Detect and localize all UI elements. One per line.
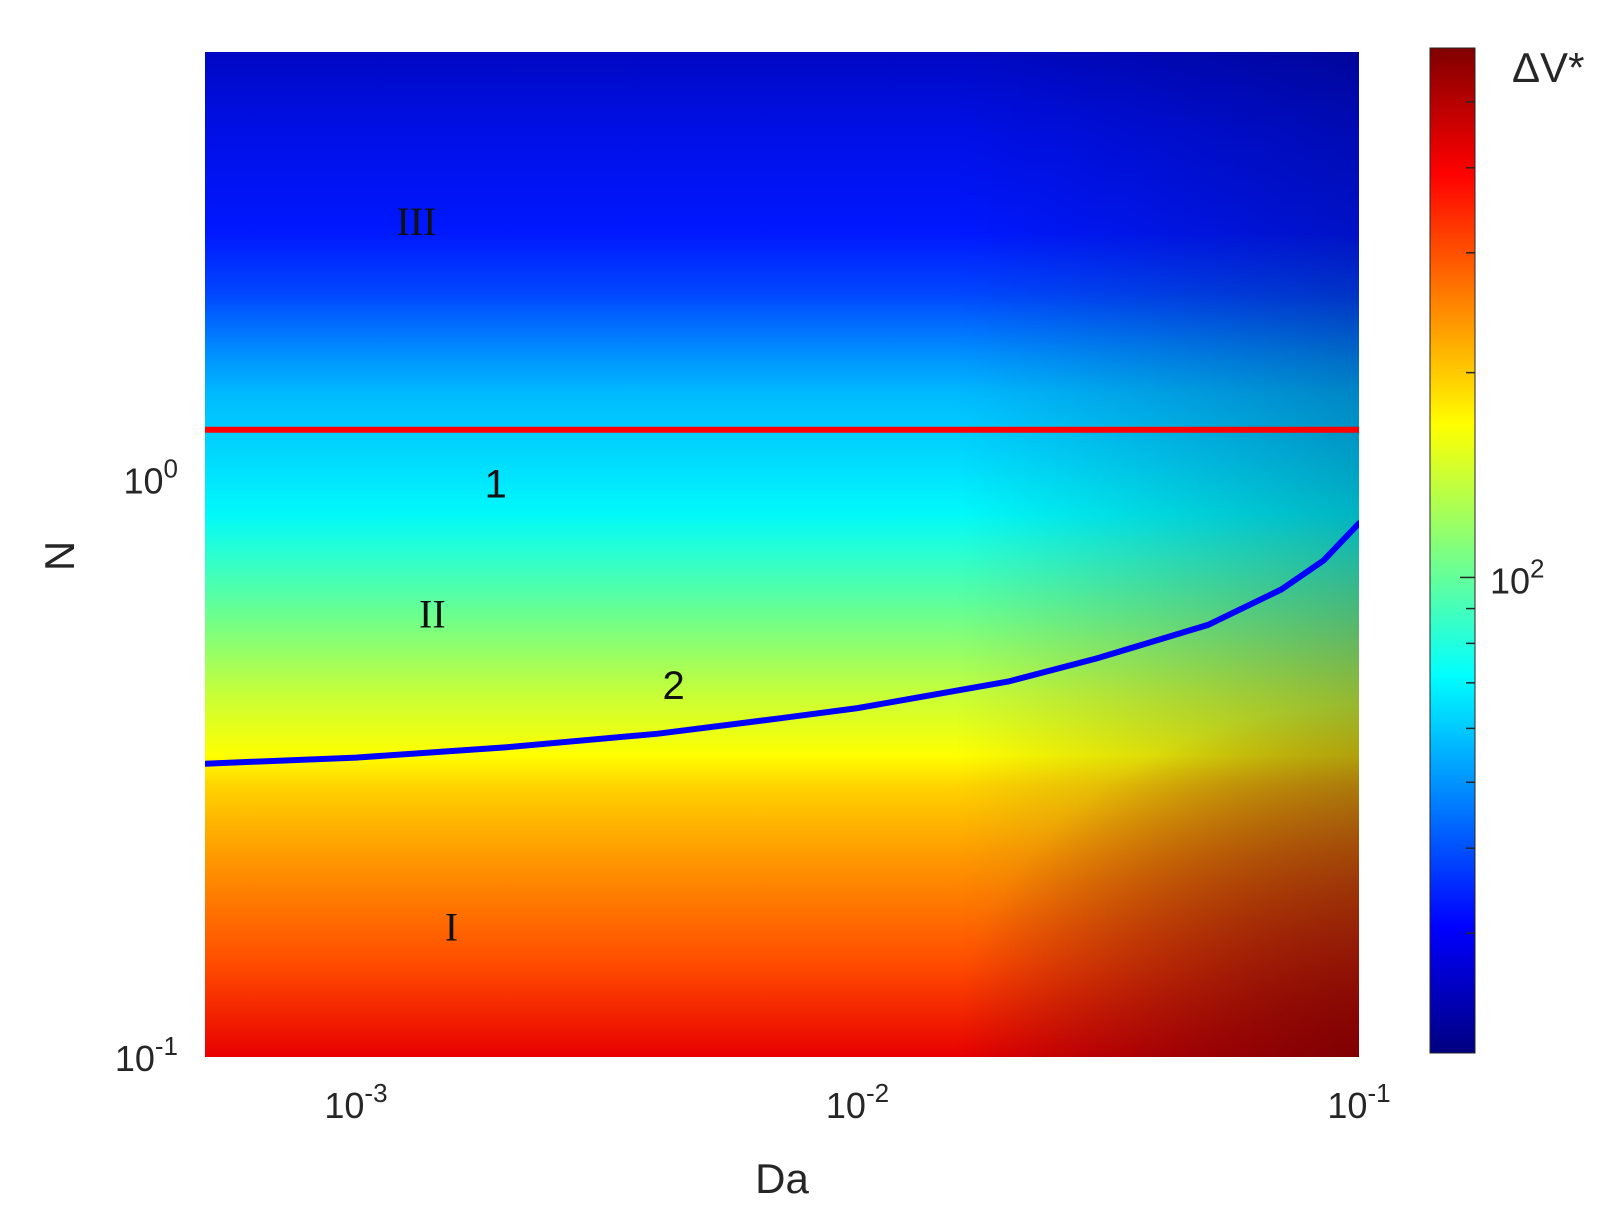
colorbar-label: ΔV* bbox=[1512, 44, 1584, 91]
curve-2 bbox=[205, 520, 1359, 767]
region-label: III bbox=[396, 199, 436, 244]
y-axis-ticks: 10-1 100 bbox=[115, 454, 178, 1079]
x-tick-label: 10-3 bbox=[324, 1078, 387, 1126]
curve-label: 2 bbox=[663, 664, 685, 708]
x-tick-label: 10-2 bbox=[826, 1078, 889, 1126]
x-tick-label: 10-1 bbox=[1327, 1078, 1390, 1126]
colorbar-bar bbox=[1429, 47, 1476, 1054]
x-axis-ticks: 10-3 10-2 10-1 bbox=[324, 1078, 1390, 1126]
colorbar: 102 ΔV* bbox=[1429, 44, 1584, 1054]
y-axis-label: N bbox=[36, 541, 83, 571]
colorbar-tick-label: 102 bbox=[1490, 553, 1545, 601]
curves bbox=[205, 426, 1359, 767]
colorbar-ticks: 102 bbox=[1460, 101, 1545, 934]
curve-label: 1 bbox=[485, 463, 507, 507]
region-label: II bbox=[419, 591, 446, 636]
y-tick-label: 100 bbox=[123, 454, 178, 502]
x-axis-label: Da bbox=[755, 1155, 809, 1202]
heatmap-field bbox=[205, 52, 1359, 1057]
region-label: I bbox=[445, 905, 458, 950]
y-tick-label: 10-1 bbox=[115, 1031, 178, 1079]
